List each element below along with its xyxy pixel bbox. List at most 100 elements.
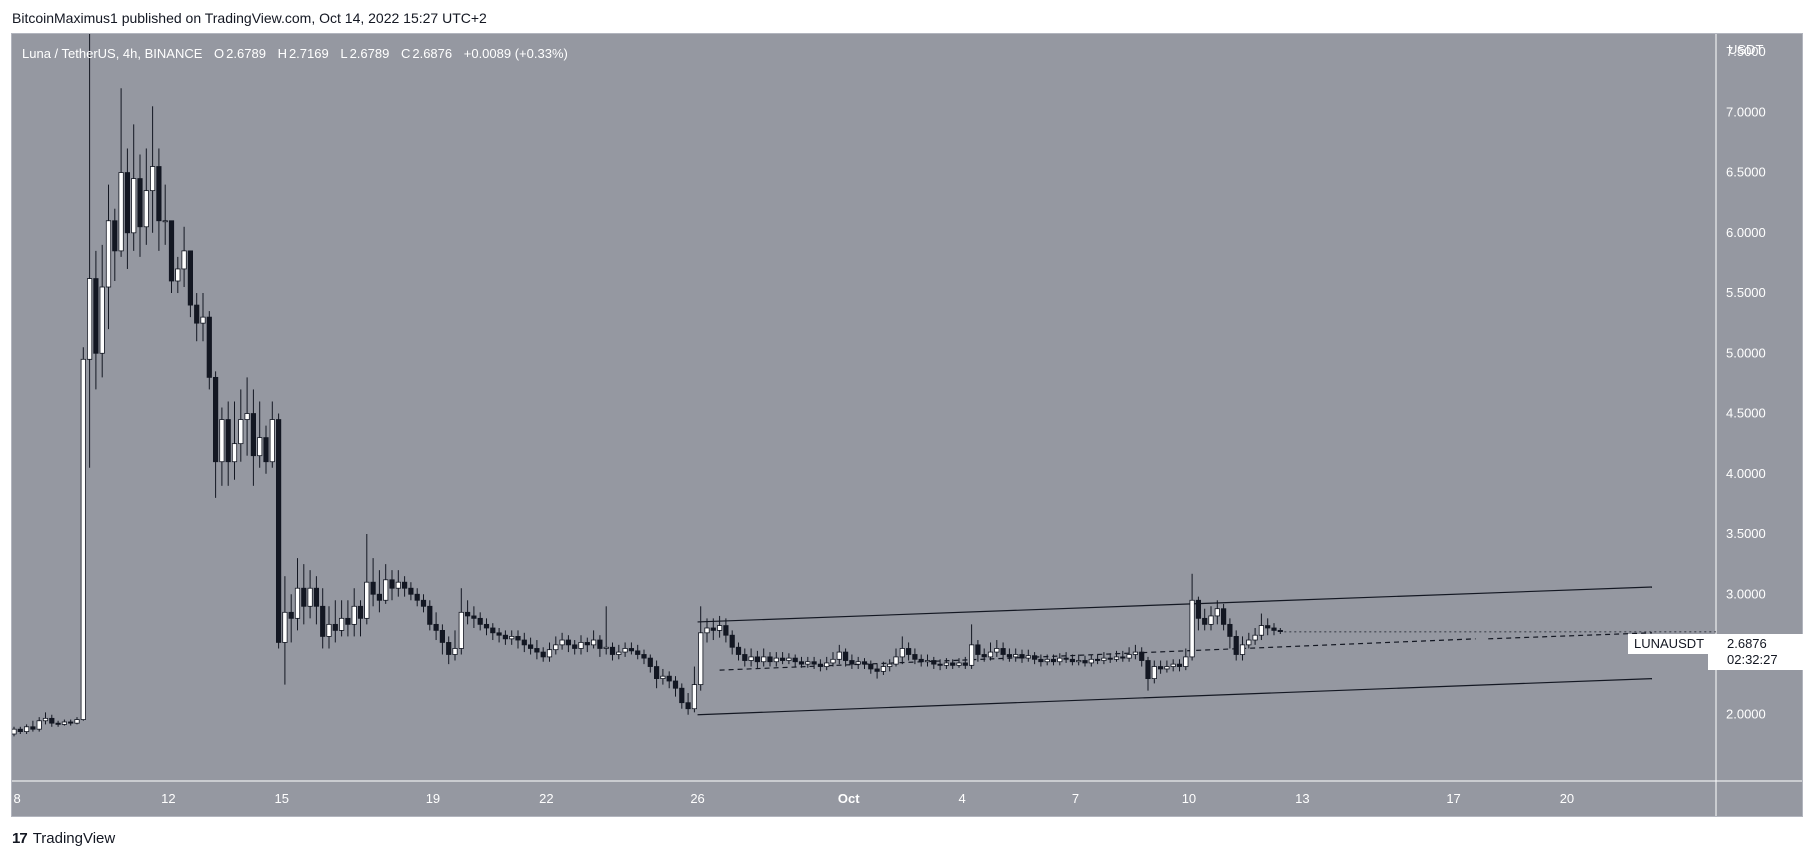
candle-body (332, 623, 338, 631)
candle-body (773, 657, 779, 663)
candle-body (194, 304, 200, 324)
candle-body (301, 587, 307, 607)
candle-body (660, 675, 666, 679)
candle-body (994, 648, 1000, 653)
candle-body (647, 657, 653, 667)
candle-body (1271, 627, 1277, 631)
candle-body (975, 644, 981, 655)
chart-frame[interactable] (11, 33, 1803, 817)
candle-body (427, 605, 433, 625)
candle-body (212, 376, 219, 463)
candle-body (792, 657, 798, 663)
candle-body (1057, 657, 1063, 663)
candle-body (710, 627, 716, 631)
candle-body (320, 605, 326, 637)
candle-body (578, 642, 584, 649)
y-tick-label: 3.0000 (1726, 586, 1766, 601)
candle-body (1176, 663, 1183, 667)
candle-body (1101, 657, 1107, 661)
candle-body (616, 651, 622, 655)
y-tick-label: 4.5000 (1726, 406, 1766, 421)
candle-body (635, 650, 641, 655)
candle-body (42, 717, 49, 722)
candle-body (849, 660, 855, 665)
candle-body (168, 220, 175, 282)
candle-body (414, 593, 420, 601)
candle-body (1025, 655, 1031, 659)
candle-body (105, 220, 112, 288)
last-price-tag: 2.6876 02:32:27 (1708, 634, 1803, 670)
candle-body (477, 617, 483, 625)
candle-body (1252, 634, 1258, 641)
candle-body (1170, 663, 1176, 667)
candle-body (1214, 608, 1220, 617)
last-price-value: 2.6876 (1727, 636, 1767, 651)
candle-body (143, 190, 149, 228)
candle-body (691, 684, 698, 710)
x-tick-label: Oct (838, 791, 860, 806)
candle-body (149, 166, 156, 192)
candle-body (830, 658, 836, 664)
candle-body (1139, 651, 1145, 661)
y-tick-label: 6.0000 (1726, 225, 1766, 240)
candle-body (156, 166, 162, 222)
candle-body (1013, 654, 1019, 658)
candle-body (275, 419, 282, 643)
candle-body (1076, 660, 1082, 663)
candle-body (628, 648, 635, 652)
candlestick-chart[interactable]: 7.5000 7.0000 6.5000 6.0000 5.5000 5.0000 4.50… (12, 34, 1802, 816)
candle-body (496, 632, 502, 636)
candle-body (30, 726, 36, 730)
tradingview-logo-icon[interactable]: 17 (12, 830, 28, 847)
candle-body (603, 646, 609, 649)
candle-body (471, 615, 477, 619)
candle-body (464, 611, 471, 617)
candle-body (124, 172, 130, 234)
candle-body (338, 617, 345, 631)
footer: 17 TradingView (12, 830, 115, 847)
candle-body (1239, 644, 1246, 655)
legend-change: +0.0089 (+0.33%) (463, 46, 568, 61)
candle-body (584, 642, 590, 646)
candle-body (408, 587, 414, 595)
candle-body (943, 662, 950, 666)
x-tick-label: 13 (1295, 791, 1309, 806)
candle-body (956, 662, 962, 666)
candle-body (446, 642, 452, 655)
candle-body (754, 656, 761, 663)
footer-brand[interactable]: TradingView (32, 830, 116, 847)
legend-high-value: 2.7169 (288, 46, 329, 61)
candle-body (345, 617, 351, 625)
candle-body (181, 250, 187, 270)
candle-body (36, 720, 42, 730)
candle-body (553, 644, 559, 651)
candle-body (1113, 656, 1120, 660)
legend-open-label: O (214, 46, 225, 61)
candle-body (206, 316, 212, 378)
trend-line-channel-lower (697, 677, 1653, 716)
candle-body (572, 644, 578, 649)
candle-body (1032, 655, 1038, 660)
candle-body (824, 662, 830, 667)
candle-body (1063, 657, 1069, 660)
candle-body (729, 634, 735, 648)
x-tick-label: 8 (14, 791, 21, 806)
x-tick-label: 20 (1560, 791, 1574, 806)
candle-body (1082, 660, 1088, 664)
candle-body (717, 625, 723, 631)
candle-body (452, 648, 458, 655)
candle-body (420, 599, 427, 607)
candle-body (87, 278, 93, 360)
candle-body (1006, 654, 1013, 658)
candle-body (767, 656, 773, 663)
legend-close-label: C (400, 46, 411, 61)
candle-body (238, 419, 244, 445)
legend-symbol[interactable]: Luna / TetherUS, 4h, BINANCE (22, 46, 203, 61)
candle-body (761, 656, 767, 663)
candle-body (93, 278, 99, 354)
candle-body (490, 627, 496, 634)
candle-body (49, 717, 55, 724)
trend-line-channel-mid-ext (1488, 632, 1653, 640)
x-tick-label: 12 (161, 791, 175, 806)
candle-body (924, 660, 931, 663)
